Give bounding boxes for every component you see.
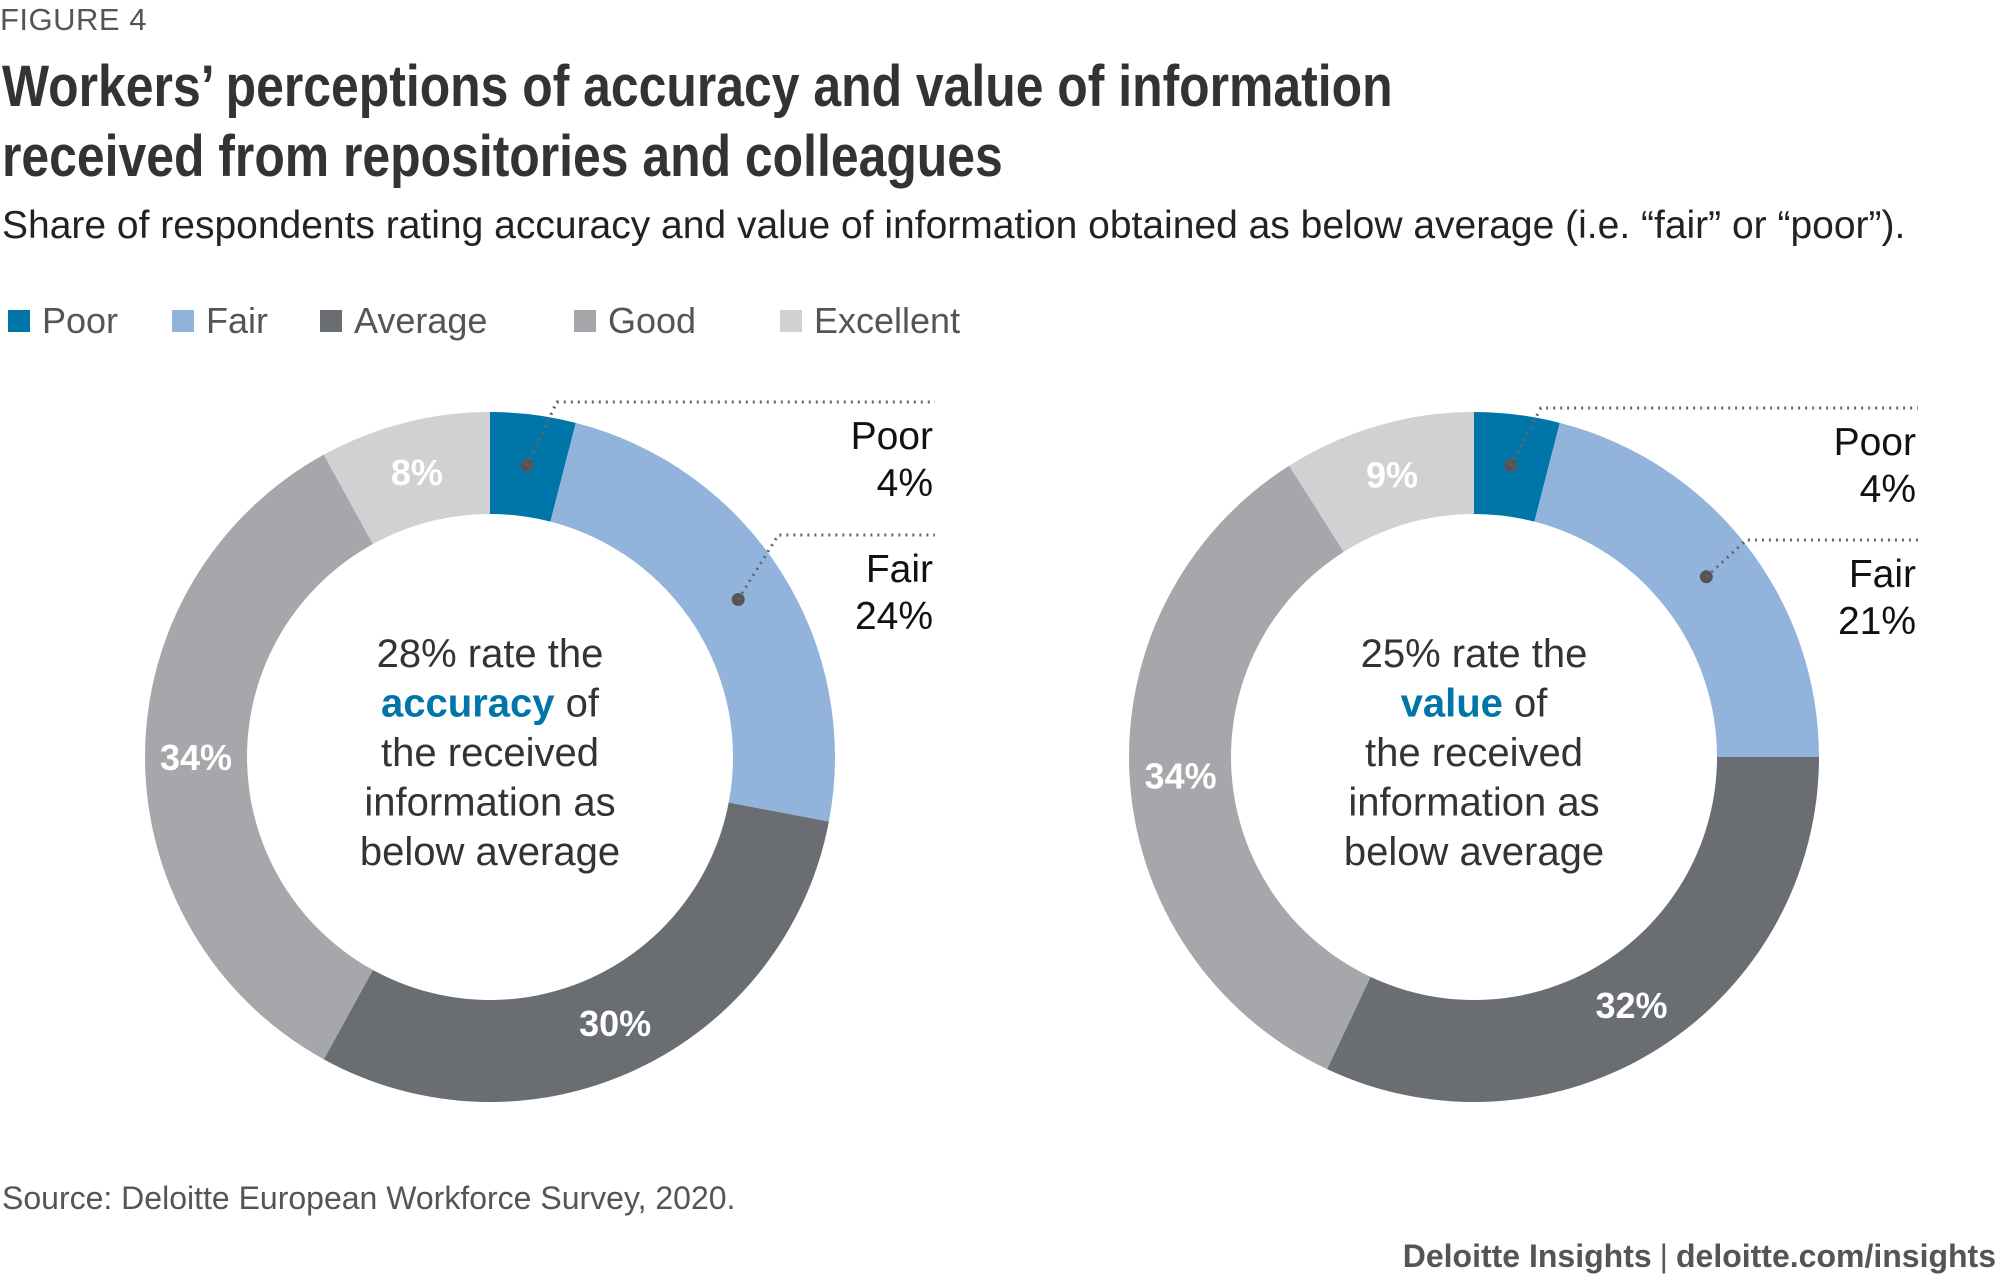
center-text-after: of (555, 682, 600, 726)
chart-title: Workers’ perceptions of accuracy and val… (2, 54, 1393, 189)
callout-line-poor (525, 400, 935, 466)
legend-item-good: Good (574, 300, 696, 342)
slice-label-excellent: 9% (1366, 455, 1418, 496)
legend-label-fair: Fair (206, 300, 268, 341)
legend-item-fair: Fair (172, 300, 268, 342)
center-text-line-5: below average (360, 830, 620, 874)
source-note: Source: Deloitte European Workforce Surv… (2, 1180, 736, 1216)
center-text-line-3: the received (1365, 731, 1583, 775)
slice-label-excellent: 8% (391, 452, 443, 493)
donut-slice-fair (550, 422, 836, 822)
legend-item-excellent: Excellent (780, 300, 960, 342)
center-text-line-2: value of (1401, 682, 1549, 726)
legend-label-good: Good (608, 300, 697, 341)
brand-footer: Deloitte Insights | deloitte.com/insights (1403, 1238, 1996, 1275)
center-text-after: of (1503, 682, 1548, 726)
donut-slice-excellent (1289, 412, 1474, 552)
legend-swatch-fair (172, 310, 194, 332)
legend-label-average: Average (354, 300, 488, 341)
donut-slice-good (1129, 465, 1371, 1070)
brand-url: deloitte.com/insights (1675, 1238, 1996, 1274)
legend-label-excellent: Excellent (814, 300, 961, 341)
donut-slice-average (1327, 757, 1819, 1102)
chart-subtitle: Share of respondents rating accuracy and… (2, 204, 1906, 247)
callout-line-poor (1509, 406, 1918, 467)
center-text-line-5: below average (1344, 830, 1604, 874)
legend-item-average: Average (320, 300, 487, 342)
slice-label-average: 32% (1596, 985, 1668, 1026)
legend-item-poor: Poor (8, 300, 118, 342)
donut-slice-excellent (323, 412, 490, 545)
legend-swatch-poor (8, 310, 30, 332)
callout-line-fair (1705, 538, 1918, 578)
figure-label: FIGURE 4 (0, 2, 147, 37)
callout-value-poor: 4% (1860, 468, 1916, 511)
legend-swatch-excellent (780, 310, 802, 332)
center-text-line-1: 25% rate the (1361, 632, 1588, 676)
callout-label-poor: Poor (1834, 421, 1916, 464)
callout-label-fair: Fair (1849, 553, 1916, 596)
callout-value-fair: 21% (1838, 600, 1916, 643)
center-text-highlight: accuracy (381, 682, 555, 726)
callout-label-fair: Fair (866, 548, 933, 591)
legend-label-poor: Poor (42, 300, 119, 341)
center-text-line-2: accuracy of (381, 682, 600, 726)
brand-separator: | (1659, 1238, 1668, 1274)
legend-swatch-average (320, 310, 342, 332)
callout-value-poor: 4% (877, 462, 933, 505)
brand-name: Deloitte Insights (1402, 1238, 1652, 1274)
center-text-highlight: value (1401, 682, 1503, 726)
donut-slice-good (145, 454, 373, 1060)
callout-label-poor: Poor (851, 415, 933, 458)
center-text-line-1: 28% rate the (377, 632, 604, 676)
callout-value-fair: 24% (855, 595, 933, 638)
slice-label-good: 34% (1145, 755, 1217, 796)
center-text-line-3: the received (381, 731, 599, 775)
slice-label-average: 30% (579, 1003, 651, 1044)
donut-slice-fair (1534, 422, 1819, 757)
center-text-line-4: information as (1348, 781, 1599, 825)
slice-label-good: 34% (160, 737, 232, 778)
legend-swatch-good (574, 310, 596, 332)
donut-slice-average (323, 802, 829, 1103)
center-text-line-4: information as (364, 781, 615, 825)
